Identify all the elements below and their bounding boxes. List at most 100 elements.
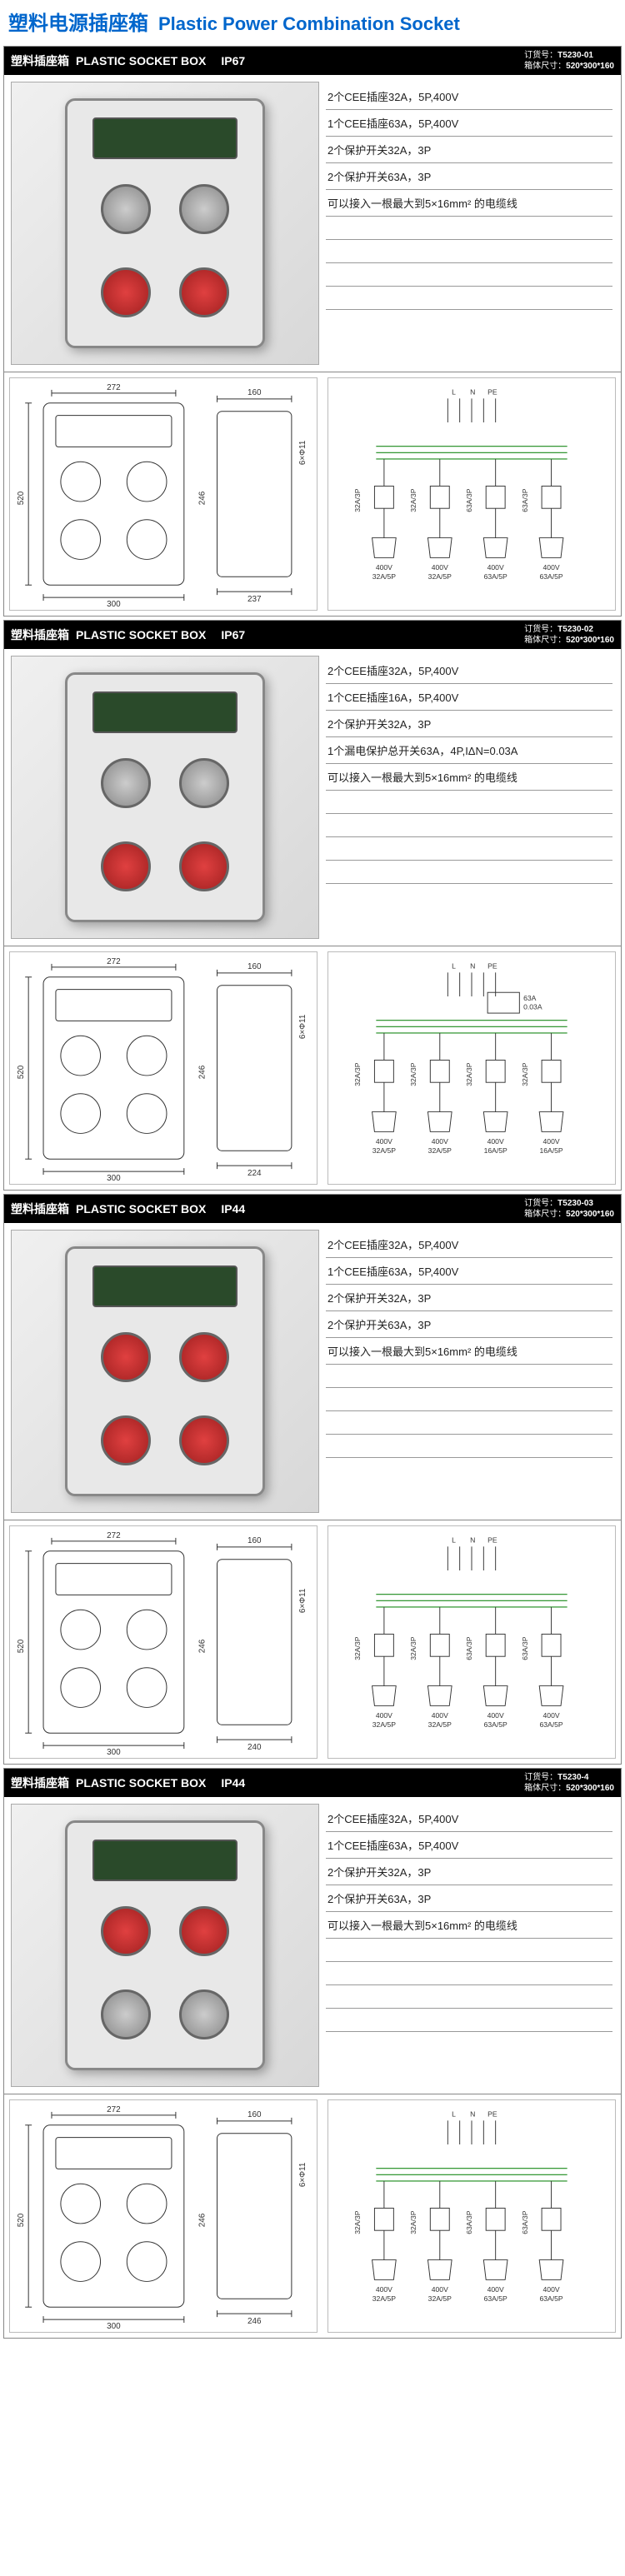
socket-box-render <box>65 1820 265 2070</box>
svg-text:400V: 400V <box>376 2285 392 2294</box>
product-photo <box>11 82 319 365</box>
spec-line-empty <box>326 791 612 814</box>
socket-2 <box>179 758 229 808</box>
order-info: 订货号：T5230-01 箱体尺寸：520*300*160 <box>524 50 614 72</box>
svg-text:63A/5P: 63A/5P <box>539 1720 562 1729</box>
ip-rating: IP44 <box>221 1776 245 1790</box>
order-number: T5230-02 <box>558 624 593 635</box>
wiring-diagram: L N PE 32A/3P 400V 32A/5P 32A/3P 400V 32… <box>328 1525 616 1759</box>
svg-text:32A/5P: 32A/5P <box>372 2294 396 2303</box>
socket-3 <box>101 267 151 317</box>
svg-text:300: 300 <box>107 600 121 609</box>
socket-4 <box>179 841 229 891</box>
svg-text:63A/3P: 63A/3P <box>521 1636 529 1660</box>
spec-line: 2个保护开关63A，3P <box>326 1311 612 1338</box>
spec-line: 2个保护开关63A，3P <box>326 1885 612 1912</box>
spec-line: 1个漏电保护总开关63A，4P,IΔN=0.03A <box>326 737 612 764</box>
socket-4 <box>179 1415 229 1465</box>
svg-text:63A/5P: 63A/5P <box>539 2294 562 2303</box>
technical-drawing: 272 160 520 300 246 6×Φ11 246 <box>9 2099 318 2333</box>
spec-line-empty <box>326 1411 612 1435</box>
spec-line-empty <box>326 1962 612 1985</box>
technical-drawing: 272 160 520 300 237 6×Φ11 246 <box>9 377 318 611</box>
spec-line-empty <box>326 263 612 287</box>
ip-rating: IP44 <box>221 1202 245 1216</box>
socket-box-render <box>65 98 265 348</box>
spec-line: 1个CEE插座63A，5P,400V <box>326 1832 612 1859</box>
breaker-window <box>92 691 238 733</box>
socket-4 <box>179 267 229 317</box>
spec-line-empty <box>326 1388 612 1411</box>
svg-text:32A/3P: 32A/3P <box>353 488 362 512</box>
section-title-zh: 塑料插座箱 <box>11 52 69 69</box>
svg-text:63A/3P: 63A/3P <box>521 2210 529 2234</box>
svg-text:N: N <box>470 388 475 397</box>
box-size: 520*300*160 <box>566 1209 614 1220</box>
page-title: 塑料电源插座箱 Plastic Power Combination Socket <box>0 0 625 42</box>
product-section-1: 塑料插座箱 PLASTIC SOCKET BOX IP67 订货号：T5230-… <box>3 46 622 617</box>
socket-2 <box>179 1332 229 1382</box>
spec-line: 2个CEE插座32A，5P,400V <box>326 657 612 684</box>
spec-line-empty <box>326 217 612 240</box>
section-title-en: PLASTIC SOCKET BOX <box>76 1202 206 1216</box>
svg-text:400V: 400V <box>488 563 504 572</box>
technical-drawing: 272 160 520 300 240 6×Φ11 246 <box>9 1525 318 1759</box>
svg-text:400V: 400V <box>432 563 448 572</box>
svg-text:63A/5P: 63A/5P <box>539 572 562 581</box>
section-title-en: PLASTIC SOCKET BOX <box>76 628 206 642</box>
svg-text:PE: PE <box>488 962 498 971</box>
svg-text:240: 240 <box>248 1743 262 1752</box>
svg-text:PE: PE <box>488 2110 498 2119</box>
spec-line: 可以接入一根最大到5×16mm² 的电缆线 <box>326 190 612 217</box>
socket-box-render <box>65 1246 265 1496</box>
order-number: T5230-01 <box>558 50 593 61</box>
section-title-en: PLASTIC SOCKET BOX <box>76 1776 206 1790</box>
svg-text:63A: 63A <box>523 994 537 1002</box>
svg-text:32A/3P: 32A/3P <box>409 1636 418 1660</box>
svg-text:520: 520 <box>17 1639 26 1653</box>
spec-line: 1个CEE插座63A，5P,400V <box>326 1258 612 1285</box>
svg-text:400V: 400V <box>432 1137 448 1146</box>
spec-line: 2个保护开关32A，3P <box>326 711 612 737</box>
wiring-diagram: L N PE 63A 0.03A 32A/3P 400V 32A/5P 32A/… <box>328 951 616 1185</box>
svg-text:N: N <box>470 1536 475 1545</box>
socket-3 <box>101 841 151 891</box>
svg-text:32A/3P: 32A/3P <box>353 2210 362 2234</box>
svg-text:32A/5P: 32A/5P <box>428 1146 452 1155</box>
svg-text:246: 246 <box>248 2317 262 2326</box>
spec-line: 1个CEE插座16A，5P,400V <box>326 684 612 711</box>
spec-line: 2个保护开关32A，3P <box>326 1859 612 1885</box>
svg-text:L: L <box>452 962 456 971</box>
svg-text:246: 246 <box>198 491 208 505</box>
box-size: 520*300*160 <box>566 635 614 646</box>
order-number: T5230-03 <box>558 1198 593 1209</box>
technical-drawing: 272 160 520 300 224 6×Φ11 246 <box>9 951 318 1185</box>
svg-text:300: 300 <box>107 1174 121 1183</box>
spec-line: 1个CEE插座63A，5P,400V <box>326 110 612 137</box>
product-photo <box>11 656 319 939</box>
section-header: 塑料插座箱 PLASTIC SOCKET BOX IP44 订货号：T5230-… <box>4 1769 621 1797</box>
svg-text:63A/5P: 63A/5P <box>484 2294 508 2303</box>
spec-line-empty <box>326 1939 612 1962</box>
spec-line: 2个CEE插座32A，5P,400V <box>326 1805 612 1832</box>
svg-text:520: 520 <box>17 1065 26 1079</box>
box-size: 520*300*160 <box>566 61 614 72</box>
socket-1 <box>101 1906 151 1956</box>
svg-text:400V: 400V <box>488 1711 504 1720</box>
svg-text:300: 300 <box>107 1748 121 1757</box>
spec-list: 2个CEE插座32A，5P,400V1个CEE插座63A，5P,400V2个保护… <box>326 75 621 372</box>
svg-text:PE: PE <box>488 388 498 397</box>
spec-line: 可以接入一根最大到5×16mm² 的电缆线 <box>326 764 612 791</box>
svg-text:160: 160 <box>248 388 262 397</box>
svg-text:400V: 400V <box>543 563 560 572</box>
section-title-zh: 塑料插座箱 <box>11 1201 69 1217</box>
spec-line-empty <box>326 1985 612 2009</box>
socket-box-render <box>65 672 265 922</box>
spec-line-empty <box>326 287 612 310</box>
page-title-zh: 塑料电源插座箱 <box>8 7 148 36</box>
section-title-en: PLASTIC SOCKET BOX <box>76 54 206 67</box>
svg-text:520: 520 <box>17 2213 26 2227</box>
svg-text:400V: 400V <box>543 2285 560 2294</box>
spec-line: 2个保护开关63A，3P <box>326 163 612 190</box>
svg-text:N: N <box>470 2110 475 2119</box>
